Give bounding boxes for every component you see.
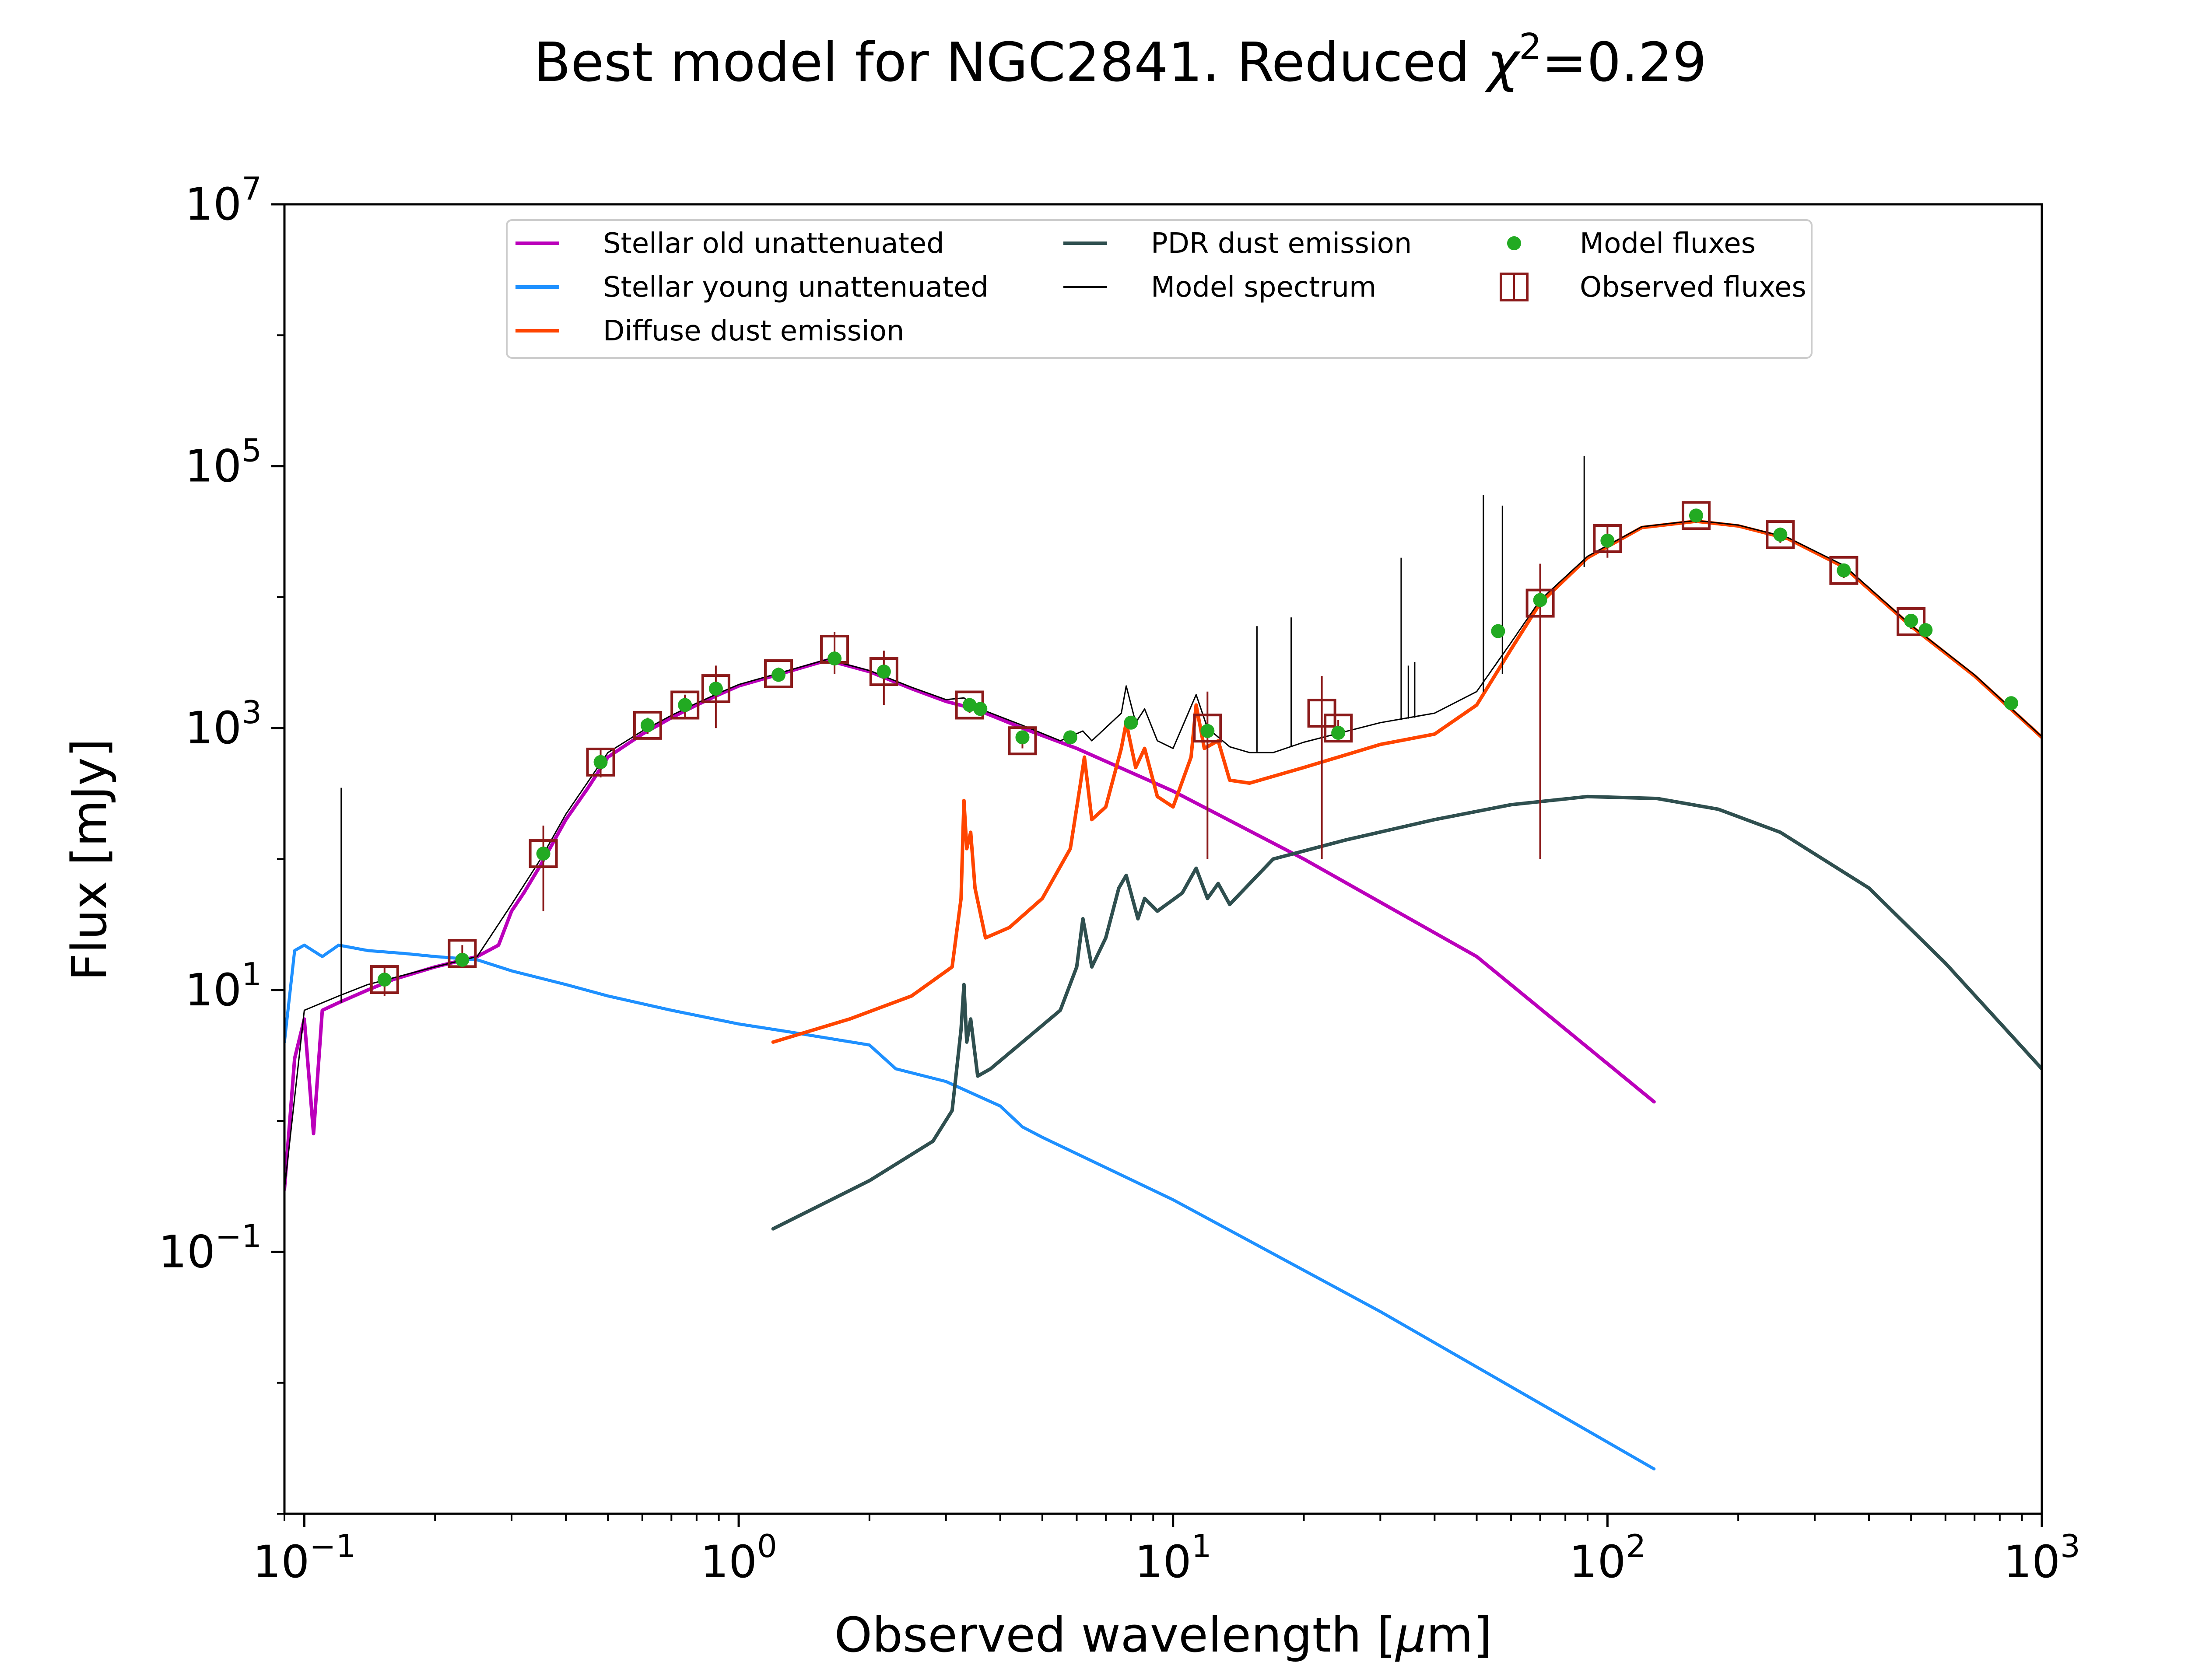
model-flux-marker: [1904, 613, 1918, 628]
y-axis-label: Flux [mJy]: [61, 738, 117, 981]
series-stellar-old-unattenuated: [284, 658, 1656, 1191]
observed-flux-marker: [764, 659, 793, 688]
x-tick-label: 100: [700, 1528, 777, 1588]
observed-flux-marker: [1008, 726, 1037, 756]
y-tick-label: 105: [185, 432, 262, 493]
model-flux-marker: [1533, 593, 1547, 607]
observed-flux-marker: [701, 674, 730, 704]
observed-flux-marker: [1766, 520, 1795, 550]
chart-title: Best model for NGC2841. Reduced χ2=0.29: [534, 26, 1707, 94]
model-flux-marker: [455, 952, 470, 967]
marker-layer: [370, 501, 2018, 996]
observed-flux-marker: [633, 710, 662, 740]
model-flux-marker: [877, 665, 891, 679]
model-flux-marker: [2004, 696, 2018, 710]
legend-label-model_fluxes: Model fluxes: [1580, 228, 1756, 260]
model-flux-marker: [1015, 730, 1030, 745]
y-axis: 10−1 101 103 105 107: [158, 170, 284, 1515]
series-layer: [284, 455, 2042, 1470]
plot-area: [283, 203, 2043, 1515]
observed-flux-marker: [370, 965, 399, 994]
observed-flux-marker: [1324, 714, 1353, 743]
model-flux-marker: [973, 702, 988, 716]
x-tick-label: 103: [2003, 1528, 2080, 1588]
model-flux-marker: [1491, 624, 1505, 638]
y-tick-label: 101: [185, 956, 262, 1016]
x-tick-label: 10−1: [252, 1528, 356, 1588]
model-flux-marker: [1200, 724, 1215, 738]
legend-label-pdr: PDR dust emission: [1151, 228, 1412, 260]
observed-flux-marker: [529, 839, 558, 868]
legend-label-observed: Observed fluxes: [1580, 271, 1806, 304]
x-axis: 10−1 100 101 102 103: [252, 1514, 2080, 1588]
observed-flux-marker: [586, 747, 615, 777]
observed-flux-marker: [1307, 699, 1336, 728]
observed-flux-marker: [1193, 714, 1222, 743]
series-pdr-dust-emission: [771, 794, 2042, 1231]
model-flux-marker: [1331, 726, 1346, 740]
model-flux-marker: [828, 651, 842, 666]
model-flux-marker: [536, 847, 551, 861]
model-flux-marker: [678, 698, 692, 712]
model-flux-marker: [771, 668, 786, 682]
model-flux-marker: [708, 682, 723, 696]
x-axis-label: Observed wavelength [μm]: [835, 1607, 1492, 1663]
y-tick-label: 107: [185, 170, 262, 231]
legend: Stellar old unattenuated Stellar young un…: [506, 219, 1813, 359]
series-stellar-young-unattenuated: [284, 943, 1656, 1470]
model-flux-marker: [1600, 533, 1615, 548]
y-tick-label: 103: [185, 694, 262, 754]
y-tick-label: 10−1: [158, 1218, 262, 1278]
observed-flux-marker: [1525, 588, 1555, 618]
model-flux-marker: [1124, 715, 1138, 730]
legend-label-model: Model spectrum: [1151, 271, 1376, 304]
model-flux-marker: [1773, 528, 1788, 542]
model-flux-marker: [1918, 623, 1933, 637]
x-tick-label: 101: [1135, 1528, 1212, 1588]
model-flux-marker: [962, 698, 977, 712]
observed-flux-marker: [1593, 524, 1622, 553]
legend-label-diffuse: Diffuse dust emission: [603, 315, 904, 347]
model-flux-marker: [1689, 508, 1703, 523]
legend-swatch-model_fluxes: [1507, 236, 1521, 250]
model-flux-marker: [593, 755, 608, 769]
model-flux-marker: [1063, 730, 1077, 745]
observed-flux-marker: [670, 690, 700, 720]
observed-flux-marker: [1681, 501, 1711, 530]
observed-flux-marker: [869, 657, 898, 686]
model-flux-marker: [377, 973, 392, 987]
legend-label-young: Stellar young unattenuated: [603, 271, 989, 304]
model-flux-marker: [640, 718, 655, 732]
observed-flux-marker: [1829, 556, 1858, 585]
x-tick-label: 102: [1569, 1528, 1646, 1588]
legend-label-old: Stellar old unattenuated: [603, 228, 944, 260]
model-flux-marker: [1837, 563, 1851, 578]
legend-frame: [506, 219, 1813, 359]
observed-flux-marker: [1897, 607, 1926, 636]
series-model-spectrum: [284, 520, 2042, 1190]
series-diffuse-dust-emission: [771, 519, 2042, 1044]
